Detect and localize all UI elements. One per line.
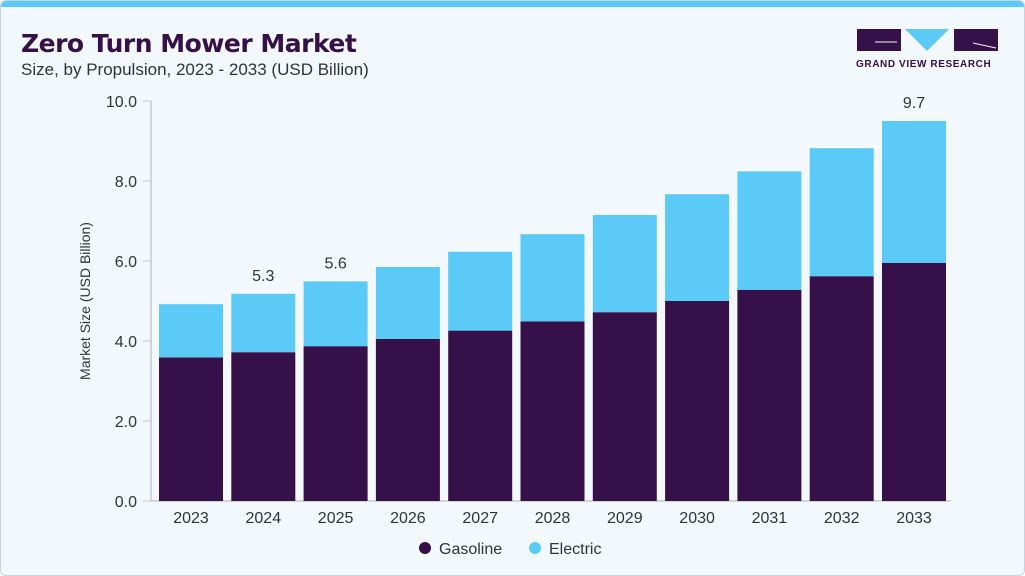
x-tick-label: 2023 [173, 510, 209, 527]
accent-bar [1, 1, 1024, 7]
bar-gasoline-2027 [448, 330, 513, 501]
x-tick-label: 2032 [824, 510, 860, 527]
legend-label-gasoline: Gasoline [439, 541, 502, 558]
x-tick-label: 2031 [752, 510, 788, 527]
x-tick-label: 2024 [246, 510, 282, 527]
bar-electric-2026 [375, 267, 440, 339]
y-axis-label: Market Size (USD Billion) [77, 222, 93, 380]
chart-subtitle: Size, by Propulsion, 2023 - 2033 (USD Bi… [21, 60, 369, 79]
y-tick-label: 6.0 [115, 254, 137, 271]
bar-electric-2029 [592, 215, 657, 313]
bar-gasoline-2026 [375, 339, 440, 501]
bar-gasoline-2024 [231, 352, 296, 501]
bar-gasoline-2028 [520, 321, 585, 501]
chart-title: Zero Turn Mower Market [21, 29, 357, 58]
x-tick-label: 2025 [318, 510, 354, 527]
bar-gasoline-2030 [665, 301, 730, 501]
logo-text: GRAND VIEW RESEARCH [856, 59, 992, 70]
x-tick-label: 2033 [896, 510, 932, 527]
x-tick-label: 2028 [535, 510, 571, 527]
y-tick-label: 8.0 [115, 174, 137, 191]
bar-gasoline-2025 [303, 346, 368, 501]
legend-marker-gasoline [419, 542, 431, 554]
bar-electric-2027 [448, 251, 513, 331]
bar-electric-2030 [665, 194, 730, 301]
bar-gasoline-2032 [809, 276, 874, 501]
bar-electric-2023 [159, 304, 223, 358]
bar-electric-2025 [303, 281, 368, 347]
data-label: 5.6 [324, 255, 346, 272]
x-tick-label: 2026 [390, 510, 426, 527]
x-tick-label: 2029 [607, 510, 643, 527]
bar-gasoline-2033 [882, 263, 946, 501]
bar-electric-2028 [520, 234, 585, 322]
bar-gasoline-2023 [159, 357, 223, 501]
x-tick-label: 2030 [679, 510, 715, 527]
bar-gasoline-2029 [592, 312, 657, 501]
bar-electric-2032 [809, 148, 874, 277]
bar-electric-2033 [882, 121, 946, 263]
bar-gasoline-2031 [737, 289, 802, 501]
y-tick-label: 4.0 [115, 334, 137, 351]
y-tick-label: 2.0 [115, 414, 137, 431]
bar-electric-2024 [231, 293, 296, 353]
data-label: 5.3 [252, 268, 274, 285]
logo [857, 29, 998, 51]
y-tick-label: 0.0 [115, 494, 137, 511]
legend-label-electric: Electric [549, 541, 601, 558]
data-label: 9.7 [903, 95, 925, 112]
x-tick-label: 2027 [462, 510, 498, 527]
legend-marker-electric [529, 542, 541, 554]
y-tick-label: 10.0 [106, 94, 137, 111]
bar-electric-2031 [737, 171, 802, 290]
